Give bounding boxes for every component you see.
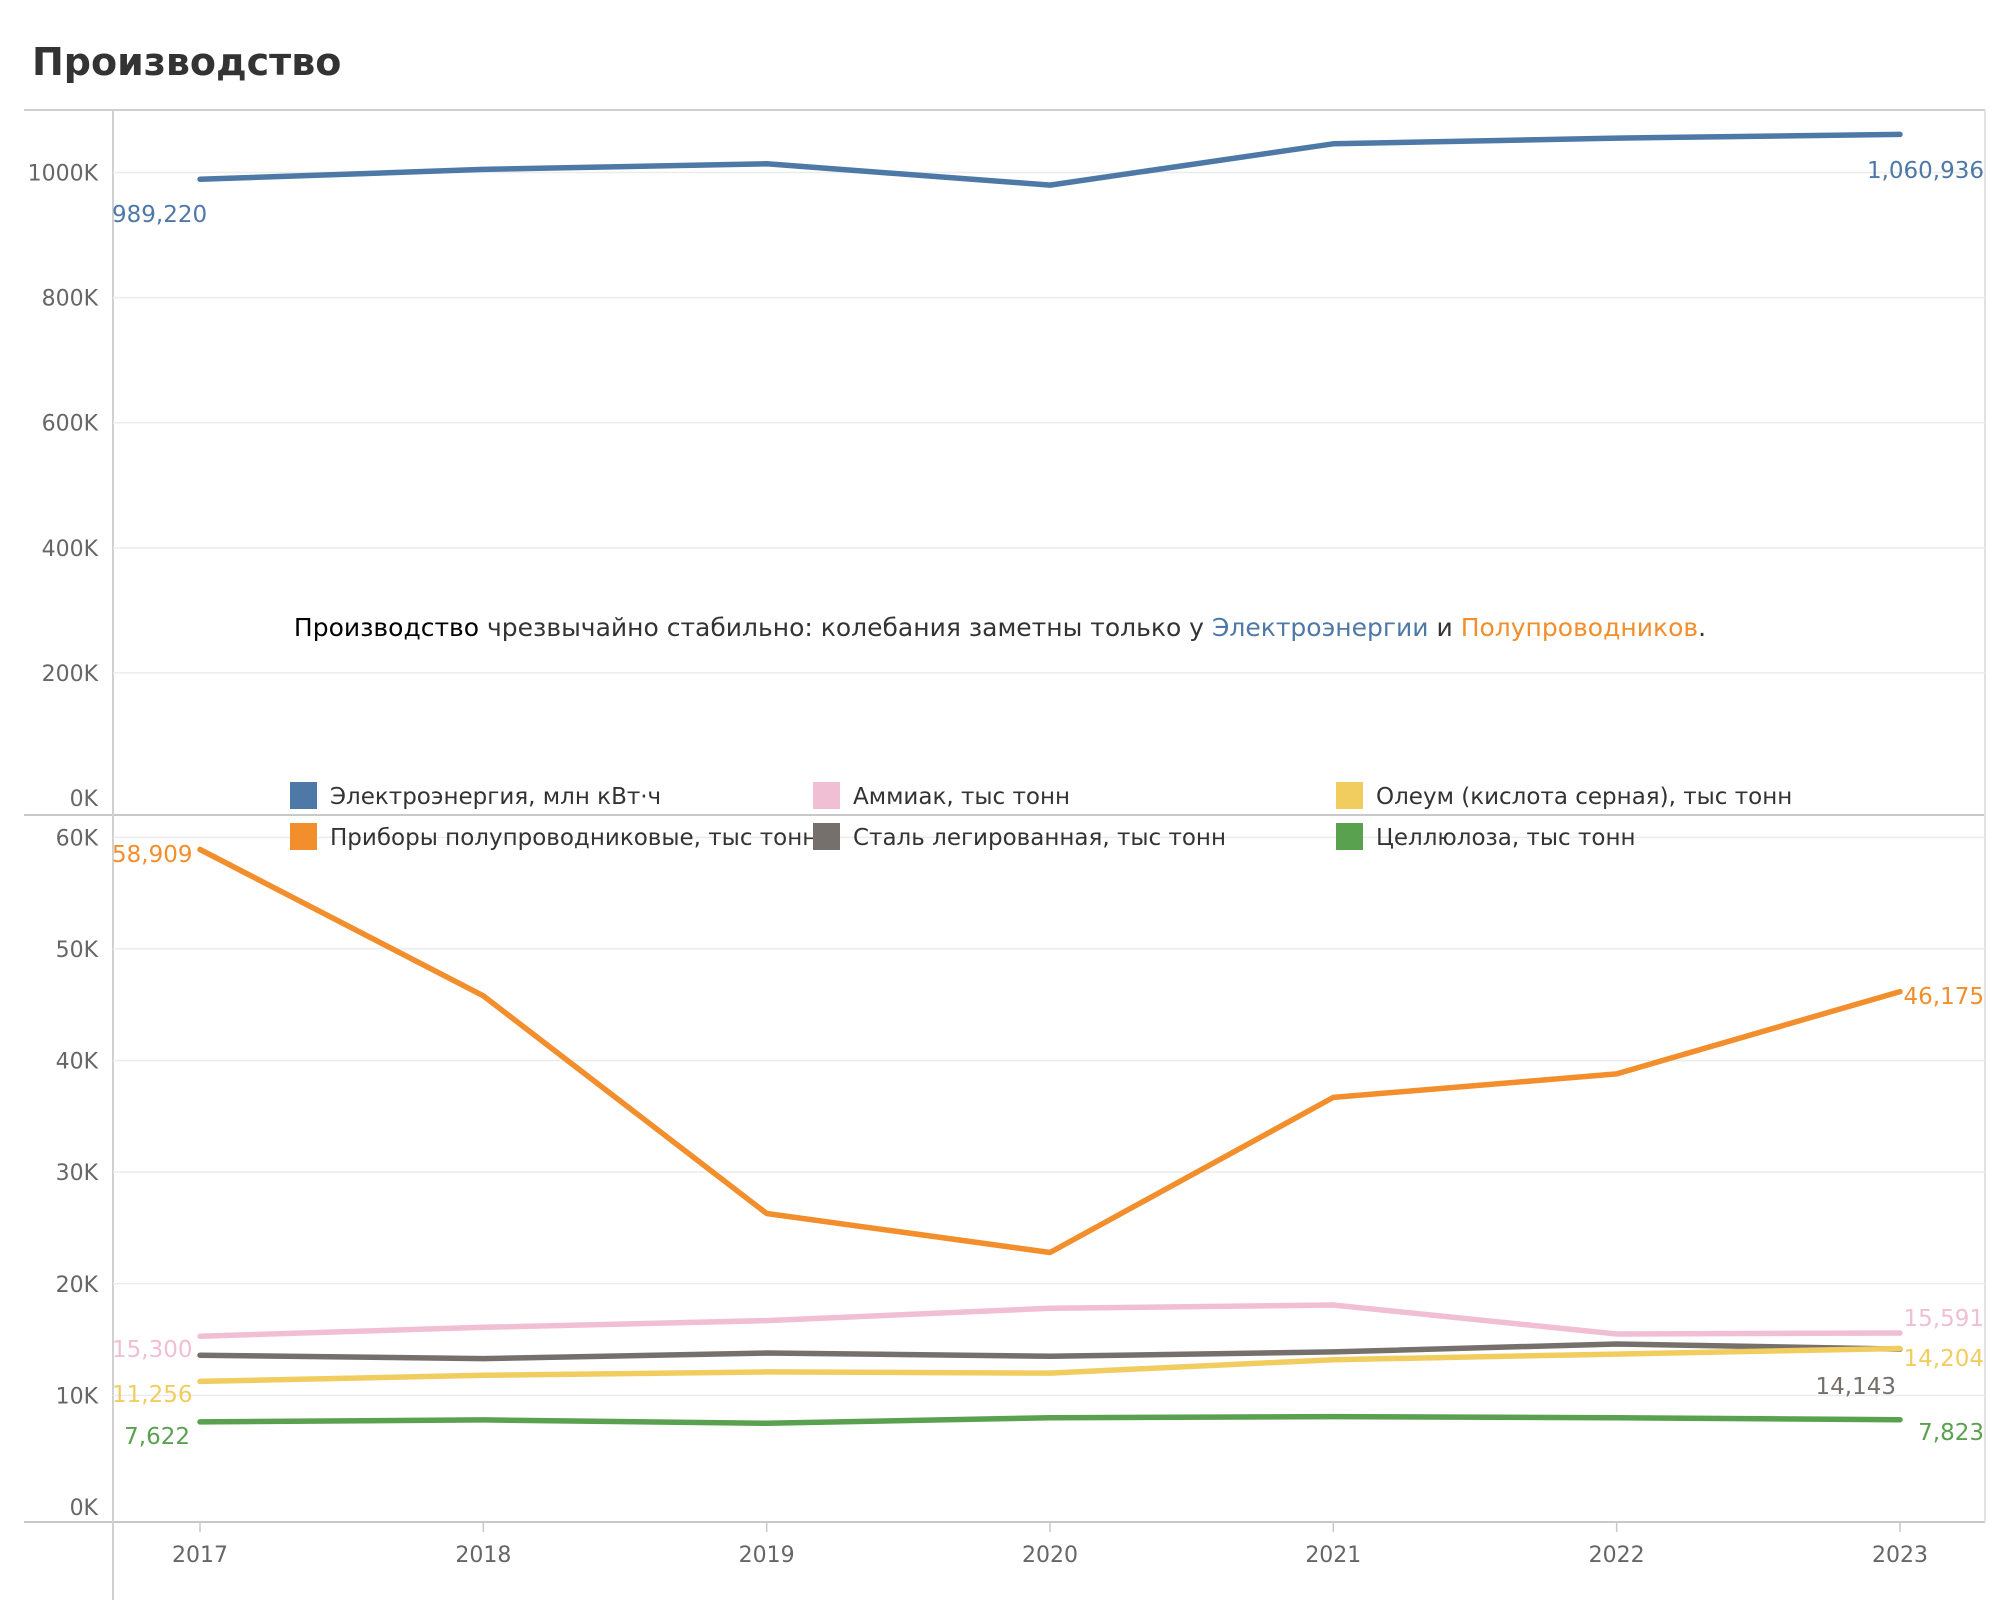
start-data-label: 11,256 [112, 1382, 192, 1408]
series-line [197, 1345, 1903, 1385]
start-data-label: 989,220 [112, 202, 207, 228]
series-lines [197, 131, 1903, 1427]
x-tick-label: 2017 [172, 1543, 228, 1568]
legend-label: Аммиак, тыс тонн [853, 784, 1070, 810]
y-tick-label: 10K [56, 1384, 99, 1409]
chart-frame [24, 109, 1986, 1600]
y-tick-label: 0K [70, 787, 99, 812]
series-line [197, 1413, 1903, 1427]
legend-swatch [813, 823, 840, 850]
start-data-label: 58,909 [112, 842, 192, 868]
y-tick-label: 20K [56, 1273, 99, 1298]
legend-swatch [290, 823, 317, 850]
x-tick-label: 2023 [1872, 1543, 1928, 1568]
legend-label: Приборы полупроводниковые, тыс тонн [330, 825, 817, 851]
annotation: Производство чрезвычайно стабильно: коле… [250, 613, 1750, 642]
end-data-label: 14,204 [1904, 1346, 1984, 1372]
y-tick-label: 30K [56, 1161, 99, 1186]
legend-label: Электроэнергия, млн кВт·ч [330, 784, 661, 810]
x-tick-label: 2020 [1022, 1543, 1078, 1568]
end-data-label: 1,060,936 [1867, 158, 1984, 184]
legend-swatch [1336, 782, 1363, 809]
y-tick-label: 50K [56, 938, 99, 963]
series-line [197, 1302, 1903, 1339]
series-line [197, 1341, 1903, 1362]
x-tick-label: 2022 [1589, 1543, 1645, 1568]
annotation-middle: чрезвычайно стабильно: колебания заметны… [479, 613, 1212, 642]
annotation-conj: и [1428, 613, 1461, 642]
end-data-label: 46,175 [1904, 984, 1984, 1010]
y-tick-label: 200K [42, 662, 99, 687]
end-data-label: 14,143 [1816, 1374, 1896, 1400]
y-tick-label: 600K [42, 412, 99, 437]
y-axis-ticks: 0K 200K 400K 600K 800K 1000K 0K 10K 20K 30K 40K 50K… [28, 162, 99, 1521]
end-data-label: 7,823 [1918, 1420, 1984, 1446]
data-labels: 989,220 1,060,936 58,909 46,175 15,300 15,591… [112, 158, 1984, 1450]
annotation-lead: Производство [293, 613, 480, 642]
start-data-label: 7,622 [124, 1424, 190, 1450]
start-data-label: 15,300 [112, 1337, 192, 1363]
x-tick-label: 2018 [455, 1543, 511, 1568]
x-tick-label: 2021 [1305, 1543, 1361, 1568]
legend-label: Целлюлоза, тыс тонн [1376, 825, 1636, 851]
x-axis-ticks: 2017 2018 2019 2020 2021 2022 2023 [172, 1522, 1928, 1568]
page-title: Производство [32, 40, 342, 84]
end-data-label: 15,591 [1904, 1306, 1984, 1332]
x-tick-label: 2019 [739, 1543, 795, 1568]
gridlines [113, 171, 1985, 1397]
y-tick-label: 1000K [28, 162, 99, 187]
legend-swatch [290, 782, 317, 809]
annotation-highlight-semiconductors: Полупроводников [1460, 613, 1699, 642]
y-tick-label: 40K [56, 1050, 99, 1075]
series-line [197, 131, 1903, 188]
legend: Электроэнергия, млн кВт·ч Аммиак, тыс тон… [290, 782, 1792, 851]
y-tick-label: 0K [70, 1496, 99, 1521]
legend-swatch [813, 782, 840, 809]
y-tick-label: 800K [42, 287, 99, 312]
series-line [197, 846, 1903, 1256]
legend-label: Олеум (кислота серная), тыс тонн [1376, 784, 1792, 810]
y-tick-label: 400K [42, 537, 99, 562]
annotation-end: . [1698, 613, 1707, 642]
legend-swatch [1336, 823, 1363, 850]
annotation-highlight-electricity: Электроэнергии [1211, 613, 1429, 642]
y-tick-label: 60K [56, 826, 99, 851]
legend-label: Сталь легированная, тыс тонн [853, 825, 1226, 851]
